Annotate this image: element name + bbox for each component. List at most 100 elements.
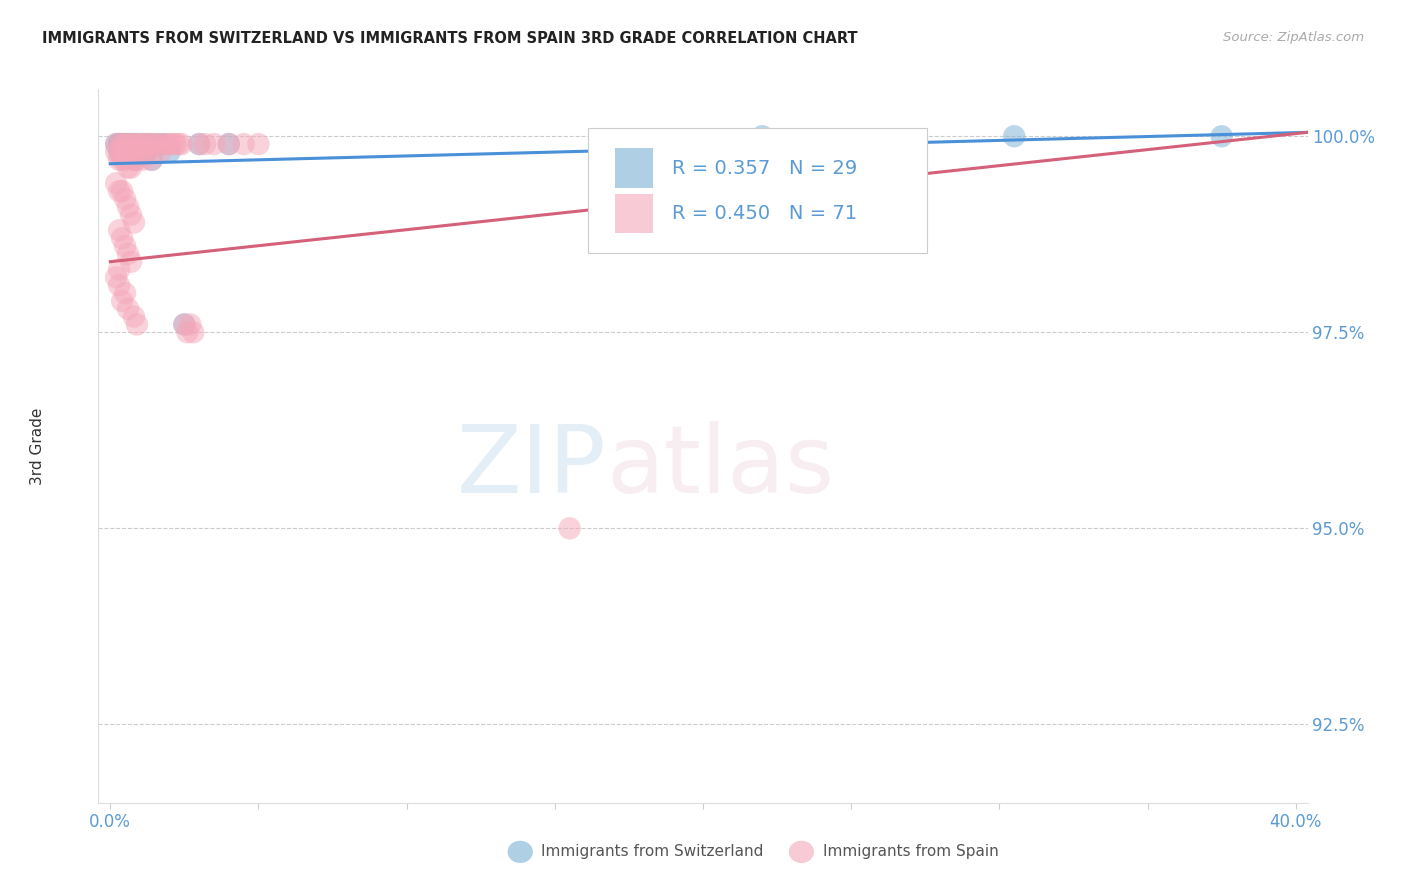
Point: [117, 137, 139, 152]
Point: [114, 153, 136, 167]
Point: [202, 137, 225, 152]
Point: [117, 145, 139, 159]
Point: [111, 145, 134, 159]
Point: [111, 153, 134, 167]
Point: [108, 278, 131, 293]
Point: [129, 145, 152, 159]
Point: [152, 137, 174, 152]
Point: [141, 137, 163, 152]
Point: [125, 153, 148, 167]
Point: [122, 153, 145, 167]
Point: [111, 137, 134, 152]
Point: [181, 326, 204, 340]
Text: 3rd Grade: 3rd Grade: [31, 408, 45, 484]
Point: [125, 318, 148, 332]
FancyBboxPatch shape: [614, 194, 654, 234]
Point: [117, 200, 139, 214]
Point: [141, 153, 163, 167]
Point: [108, 137, 131, 152]
Point: [558, 521, 581, 535]
Point: [122, 215, 145, 229]
Point: [159, 145, 181, 159]
Point: [155, 137, 177, 152]
Text: R = 0.357   N = 29: R = 0.357 N = 29: [672, 159, 856, 178]
Point: [125, 137, 148, 152]
Point: [120, 137, 142, 152]
Point: [114, 192, 136, 206]
Point: [117, 247, 139, 261]
Point: [170, 137, 193, 152]
Point: [143, 137, 166, 152]
Point: [120, 161, 142, 175]
Point: [167, 137, 190, 152]
Point: [120, 254, 142, 268]
Point: [120, 137, 142, 152]
Point: [105, 137, 128, 152]
Point: [108, 145, 131, 159]
Point: [111, 231, 134, 245]
Point: [141, 153, 163, 167]
Point: [120, 145, 142, 159]
Point: [138, 137, 160, 152]
Point: [114, 145, 136, 159]
Point: [122, 153, 145, 167]
Point: [117, 137, 139, 152]
Text: R = 0.450   N = 71: R = 0.450 N = 71: [672, 204, 856, 223]
Point: [108, 153, 131, 167]
Point: [105, 145, 128, 159]
Point: [132, 153, 155, 167]
Point: [146, 137, 169, 152]
Point: [114, 286, 136, 301]
Point: [132, 137, 155, 152]
Point: [108, 223, 131, 237]
Point: [108, 184, 131, 198]
Point: [105, 176, 128, 190]
Point: [108, 262, 131, 277]
Point: [108, 137, 131, 152]
Point: [1211, 129, 1233, 144]
Point: [111, 293, 134, 308]
Point: [120, 208, 142, 222]
Point: [135, 145, 157, 159]
Point: [247, 137, 270, 152]
Point: [132, 137, 155, 152]
Point: [117, 137, 139, 152]
Point: [117, 161, 139, 175]
Text: ZIP: ZIP: [457, 421, 606, 514]
Point: [114, 137, 136, 152]
Point: [114, 239, 136, 253]
Point: [117, 301, 139, 316]
FancyBboxPatch shape: [614, 148, 654, 187]
Point: [176, 326, 198, 340]
Point: [129, 145, 152, 159]
Point: [232, 137, 254, 152]
Point: [751, 129, 773, 144]
Point: [194, 137, 217, 152]
Text: IMMIGRANTS FROM SWITZERLAND VS IMMIGRANTS FROM SPAIN 3RD GRADE CORRELATION CHART: IMMIGRANTS FROM SWITZERLAND VS IMMIGRANT…: [42, 31, 858, 46]
Point: [135, 145, 157, 159]
Point: [108, 137, 131, 152]
Point: [218, 137, 240, 152]
Point: [152, 137, 174, 152]
Point: [149, 145, 172, 159]
Text: Source: ZipAtlas.com: Source: ZipAtlas.com: [1223, 31, 1364, 45]
Point: [165, 137, 187, 152]
Point: [111, 184, 134, 198]
Point: [135, 137, 157, 152]
Point: [1002, 129, 1025, 144]
Point: [129, 137, 152, 152]
Point: [122, 137, 145, 152]
Point: [188, 137, 211, 152]
Point: [173, 318, 195, 332]
Point: [105, 270, 128, 285]
FancyBboxPatch shape: [588, 128, 927, 253]
Text: Immigrants from Spain: Immigrants from Spain: [823, 845, 998, 859]
Text: Immigrants from Switzerland: Immigrants from Switzerland: [541, 845, 763, 859]
Point: [122, 310, 145, 324]
Point: [179, 318, 201, 332]
Point: [122, 137, 145, 152]
Point: [162, 137, 184, 152]
Point: [111, 145, 134, 159]
Point: [105, 137, 128, 152]
Point: [173, 318, 195, 332]
